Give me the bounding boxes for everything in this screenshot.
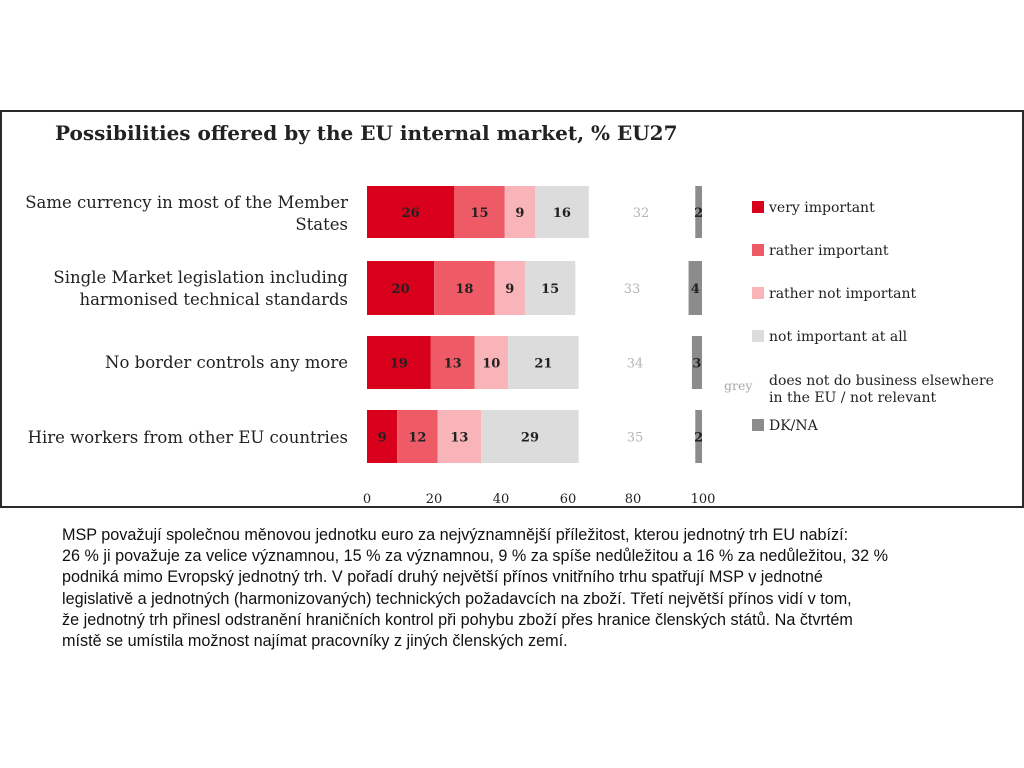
bar-segment (454, 186, 505, 238)
bar-value-label: 9 (505, 282, 514, 297)
dkna-bar (691, 336, 702, 389)
bar-value-label: 9 (378, 431, 387, 446)
category-label: Same currency in most of the Member (25, 193, 348, 212)
bar-segment (508, 336, 579, 389)
grey-value-label: 34 (627, 357, 644, 372)
grey-value-label: 33 (624, 282, 641, 297)
bar-value-label: 15 (471, 206, 489, 221)
x-tick-label: 80 (625, 492, 642, 507)
caption-line: podniká mimo Evropský jednotný trh. V po… (62, 568, 823, 587)
dkna-bar (695, 410, 702, 463)
bar-value-label: 13 (444, 357, 462, 372)
bar-segment (474, 336, 509, 389)
x-tick-label: 20 (426, 492, 443, 507)
legend-swatch (752, 287, 764, 299)
bar-value-label: 29 (521, 431, 539, 446)
legend-swatch (752, 419, 764, 431)
dkna-value-label: 3 (692, 357, 701, 372)
x-tick-label: 40 (493, 492, 510, 507)
legend-label: does not do business elsewhere (769, 373, 994, 389)
chart-title: Possibilities offered by the EU internal… (55, 121, 677, 145)
caption-line: MSP považují společnou měnovou jednotku … (62, 526, 849, 544)
category-label: harmonised technical standards (79, 290, 348, 309)
bar-segment (367, 410, 398, 463)
bar-value-label: 26 (402, 206, 420, 221)
caption-line: místě se umístila možnost najímat pracov… (62, 632, 568, 651)
category-label: States (295, 215, 348, 234)
bar-segment (367, 336, 431, 389)
bar-value-label: 13 (450, 431, 468, 446)
x-tick-label: 0 (363, 492, 371, 507)
bar-segment (430, 336, 475, 389)
legend-grey-marker: grey (724, 378, 753, 393)
bar-value-label: 9 (515, 206, 524, 221)
legend-swatch (752, 244, 764, 256)
legend-label: DK/NA (769, 418, 819, 434)
bar-segment (437, 410, 482, 463)
legend-label: very important (768, 200, 875, 216)
category-label: Hire workers from other EU countries (28, 428, 348, 447)
bar-segment (494, 261, 525, 315)
legend-label: rather important (769, 243, 889, 259)
bar-segment (367, 186, 455, 238)
caption-line: 26 % ji považuje za velice významnou, 15… (62, 547, 889, 566)
caption-line: legislativě a jednotných (harmonizovanýc… (62, 589, 852, 608)
bar-segment (535, 186, 589, 238)
bar-segment (367, 261, 435, 315)
dkna-bar (695, 186, 702, 238)
legend-label: in the EU / not relevant (769, 390, 936, 406)
grey-value-label: 32 (633, 206, 650, 221)
bar-value-label: 21 (534, 357, 552, 372)
dkna-value-label: 4 (691, 282, 700, 297)
bar-value-label: 15 (541, 282, 559, 297)
grey-value-label: 35 (627, 431, 644, 446)
bar-value-label: 19 (390, 357, 408, 372)
caption-text: MSP považují společnou měnovou jednotku … (62, 525, 992, 652)
bar-value-label: 16 (553, 206, 571, 221)
dkna-value-label: 2 (694, 206, 703, 221)
legend-label: not important at all (769, 329, 908, 345)
legend-swatch (752, 330, 764, 342)
category-label: Single Market legislation including (53, 268, 348, 287)
bar-segment (504, 186, 535, 238)
dkna-value-label: 2 (694, 431, 703, 446)
bar-segment (397, 410, 438, 463)
bar-value-label: 20 (392, 282, 410, 297)
bar-segment (524, 261, 576, 315)
dkna-bar (688, 261, 702, 315)
bar-segment (481, 410, 579, 463)
chart: Possibilities offered by the EU internal… (25, 121, 994, 507)
x-tick-label: 100 (691, 492, 716, 507)
legend-label: rather not important (769, 286, 916, 302)
legend-swatch (752, 201, 764, 213)
x-tick-label: 60 (560, 492, 577, 507)
bar-segment (434, 261, 495, 315)
bar-value-label: 12 (408, 431, 426, 446)
category-label: No border controls any more (105, 353, 348, 372)
bar-value-label: 18 (455, 282, 473, 297)
bar-value-label: 10 (482, 357, 500, 372)
caption-line: že jednotný trh přinesl odstranění hrani… (62, 610, 853, 629)
